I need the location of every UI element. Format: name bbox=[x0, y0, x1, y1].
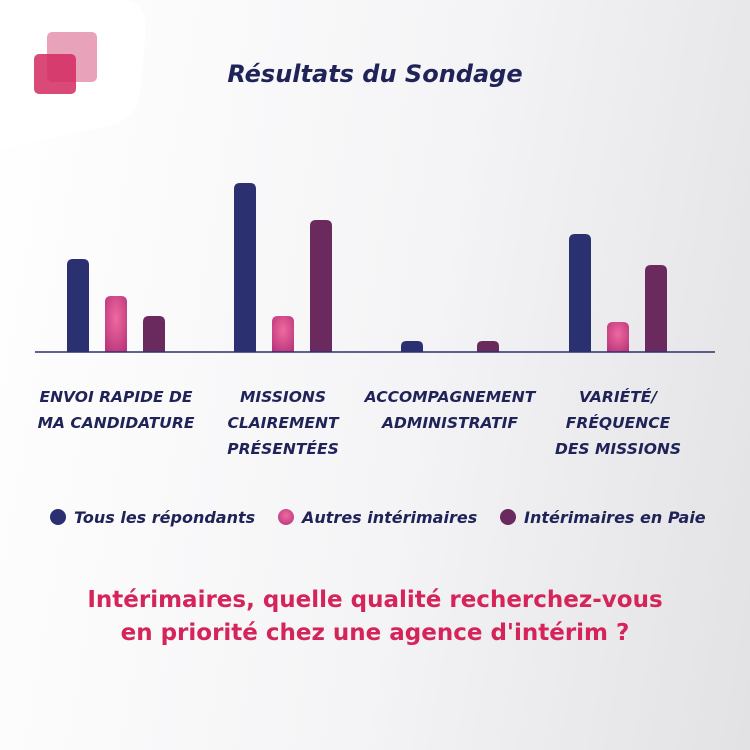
x-tick-label: ACCOMPAGNEMENT ADMINISTRATIF bbox=[364, 388, 536, 432]
bar bbox=[310, 220, 332, 352]
bar bbox=[105, 296, 127, 352]
legend-swatch bbox=[50, 509, 66, 525]
legend-swatch bbox=[500, 509, 516, 525]
bar bbox=[272, 316, 294, 352]
legend-label: Intérimaires en Paie bbox=[524, 508, 706, 527]
legend-swatch bbox=[278, 509, 294, 525]
legend-label: Tous les répondants bbox=[74, 508, 255, 527]
bar bbox=[477, 341, 499, 352]
bar bbox=[67, 259, 89, 352]
bar bbox=[645, 265, 667, 352]
chart-title: Résultats du Sondage bbox=[227, 60, 522, 88]
deco-square bbox=[34, 54, 76, 94]
bar bbox=[569, 234, 591, 352]
question: Intérimaires, quelle qualité recherchez-… bbox=[87, 587, 663, 646]
x-tick-label: ENVOI RAPIDE DE MA CANDIDATURE bbox=[37, 388, 195, 432]
bar bbox=[401, 341, 423, 352]
bar bbox=[607, 322, 629, 352]
x-tick-label: MISSIONS CLAIREMENT PRÉSENTÉES bbox=[227, 388, 339, 458]
x-tick-label: VARIÉTÉ/ FRÉQUENCE DES MISSIONS bbox=[554, 388, 682, 458]
bar bbox=[143, 316, 165, 352]
legend-label: Autres intérimaires bbox=[300, 508, 477, 527]
bar bbox=[234, 183, 256, 352]
